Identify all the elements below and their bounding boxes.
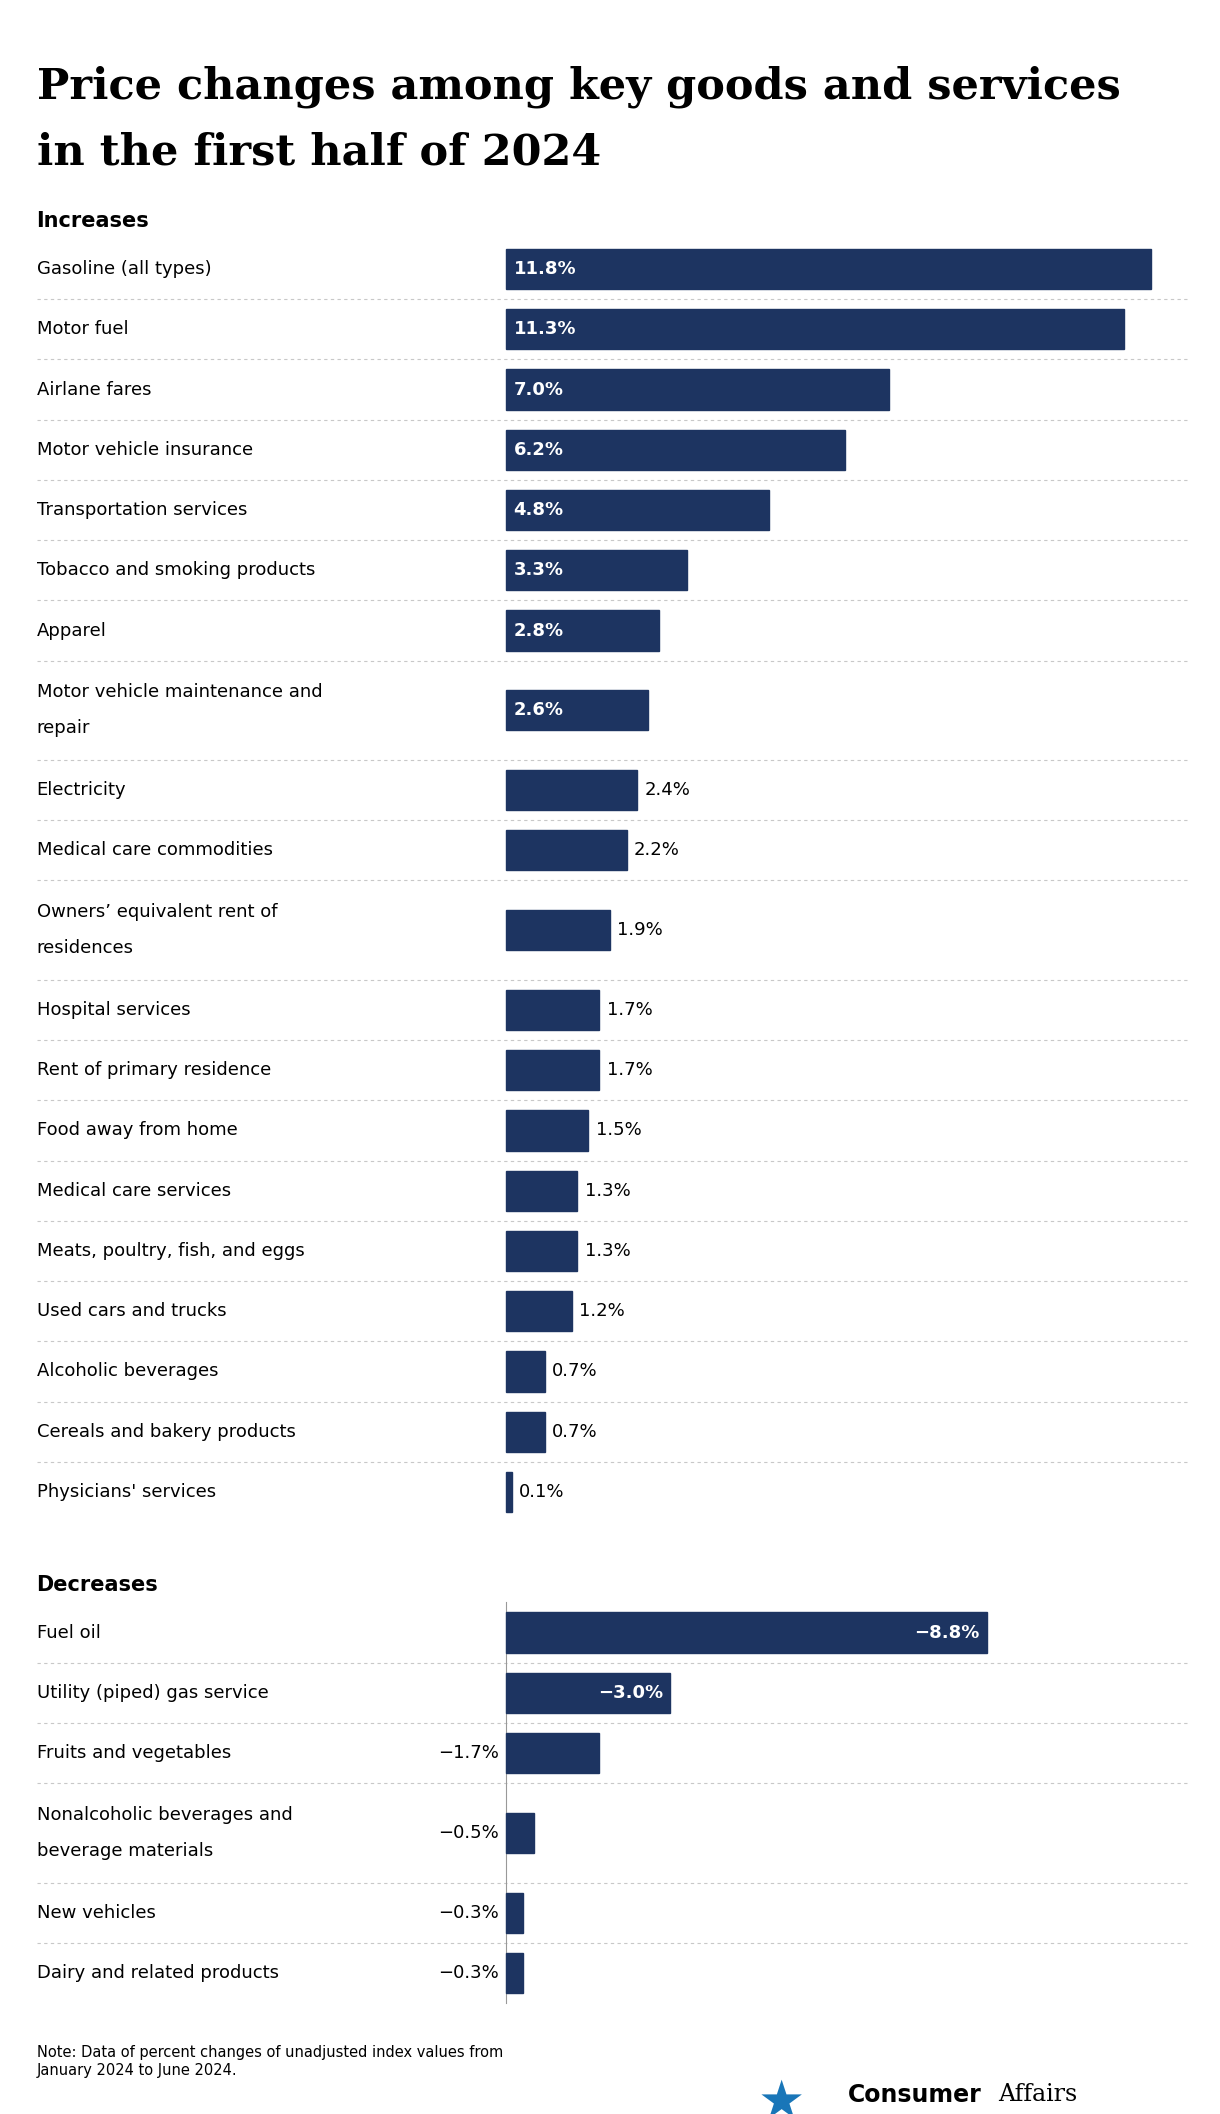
Text: New vehicles: New vehicles: [37, 1903, 155, 1922]
Text: Medical care commodities: Medical care commodities: [37, 841, 272, 860]
Text: Cereals and bakery products: Cereals and bakery products: [37, 1423, 295, 1442]
Text: in the first half of 2024: in the first half of 2024: [37, 131, 600, 173]
Text: Airlane fares: Airlane fares: [37, 381, 151, 400]
Text: 1.2%: 1.2%: [580, 1302, 625, 1321]
Text: Physicians' services: Physicians' services: [37, 1482, 216, 1501]
Text: Dairy and related products: Dairy and related products: [37, 1964, 278, 1983]
Text: −3.0%: −3.0%: [598, 1683, 662, 1702]
Text: Fuel oil: Fuel oil: [37, 1624, 100, 1643]
Text: −1.7%: −1.7%: [438, 1744, 499, 1763]
Text: 2.8%: 2.8%: [514, 622, 564, 641]
Text: 11.3%: 11.3%: [514, 319, 576, 338]
Text: ★: ★: [758, 2076, 804, 2114]
Text: Apparel: Apparel: [37, 622, 106, 641]
Text: Fruits and vegetables: Fruits and vegetables: [37, 1744, 231, 1763]
Text: −0.5%: −0.5%: [438, 1824, 499, 1841]
Text: 1.9%: 1.9%: [617, 922, 664, 939]
Text: 0.7%: 0.7%: [551, 1423, 598, 1442]
Text: 1.7%: 1.7%: [606, 1000, 653, 1019]
Text: 0.7%: 0.7%: [551, 1361, 598, 1380]
Text: Affairs: Affairs: [998, 2084, 1077, 2106]
Text: Nonalcoholic beverages and: Nonalcoholic beverages and: [37, 1805, 293, 1824]
Text: −0.3%: −0.3%: [438, 1903, 499, 1922]
Text: Gasoline (all types): Gasoline (all types): [37, 260, 211, 279]
Text: Rent of primary residence: Rent of primary residence: [37, 1061, 271, 1080]
Text: 1.3%: 1.3%: [584, 1182, 631, 1201]
Text: repair: repair: [37, 719, 90, 738]
Text: Note: Data of percent changes of unadjusted index values from
January 2024 to Ju: Note: Data of percent changes of unadjus…: [37, 2046, 503, 2078]
Text: Consumer: Consumer: [848, 2084, 982, 2108]
Text: 3.3%: 3.3%: [514, 560, 564, 579]
Text: Decreases: Decreases: [37, 1575, 159, 1594]
Text: 1.5%: 1.5%: [595, 1120, 642, 1139]
Text: ☆: ☆: [771, 2067, 791, 2087]
Text: −0.3%: −0.3%: [438, 1964, 499, 1983]
Text: Tobacco and smoking products: Tobacco and smoking products: [37, 560, 315, 579]
Text: 2.4%: 2.4%: [645, 780, 691, 799]
Text: 0.1%: 0.1%: [518, 1482, 565, 1501]
Text: beverage materials: beverage materials: [37, 1841, 212, 1860]
Text: Meats, poultry, fish, and eggs: Meats, poultry, fish, and eggs: [37, 1241, 304, 1260]
Text: −8.8%: −8.8%: [915, 1624, 980, 1643]
Text: Utility (piped) gas service: Utility (piped) gas service: [37, 1683, 268, 1702]
Text: Alcoholic beverages: Alcoholic beverages: [37, 1361, 218, 1380]
Text: 1.3%: 1.3%: [584, 1241, 631, 1260]
Text: Motor vehicle insurance: Motor vehicle insurance: [37, 440, 253, 459]
Text: Hospital services: Hospital services: [37, 1000, 190, 1019]
Text: Increases: Increases: [37, 211, 149, 230]
Text: Price changes among key goods and services: Price changes among key goods and servic…: [37, 66, 1120, 108]
Text: Transportation services: Transportation services: [37, 501, 246, 520]
Text: 2.2%: 2.2%: [634, 841, 680, 860]
Text: Electricity: Electricity: [37, 780, 126, 799]
Text: residences: residences: [37, 939, 134, 958]
Text: 11.8%: 11.8%: [514, 260, 576, 279]
Text: Used cars and trucks: Used cars and trucks: [37, 1302, 226, 1321]
Text: Food away from home: Food away from home: [37, 1120, 238, 1139]
Text: Owners’ equivalent rent of: Owners’ equivalent rent of: [37, 903, 277, 922]
Text: Motor vehicle maintenance and: Motor vehicle maintenance and: [37, 683, 322, 702]
Text: 4.8%: 4.8%: [514, 501, 564, 520]
Text: 7.0%: 7.0%: [514, 381, 564, 400]
Text: 6.2%: 6.2%: [514, 440, 564, 459]
Text: Motor fuel: Motor fuel: [37, 319, 128, 338]
Text: 2.6%: 2.6%: [514, 702, 564, 719]
Text: 1.7%: 1.7%: [606, 1061, 653, 1080]
Text: Medical care services: Medical care services: [37, 1182, 231, 1201]
